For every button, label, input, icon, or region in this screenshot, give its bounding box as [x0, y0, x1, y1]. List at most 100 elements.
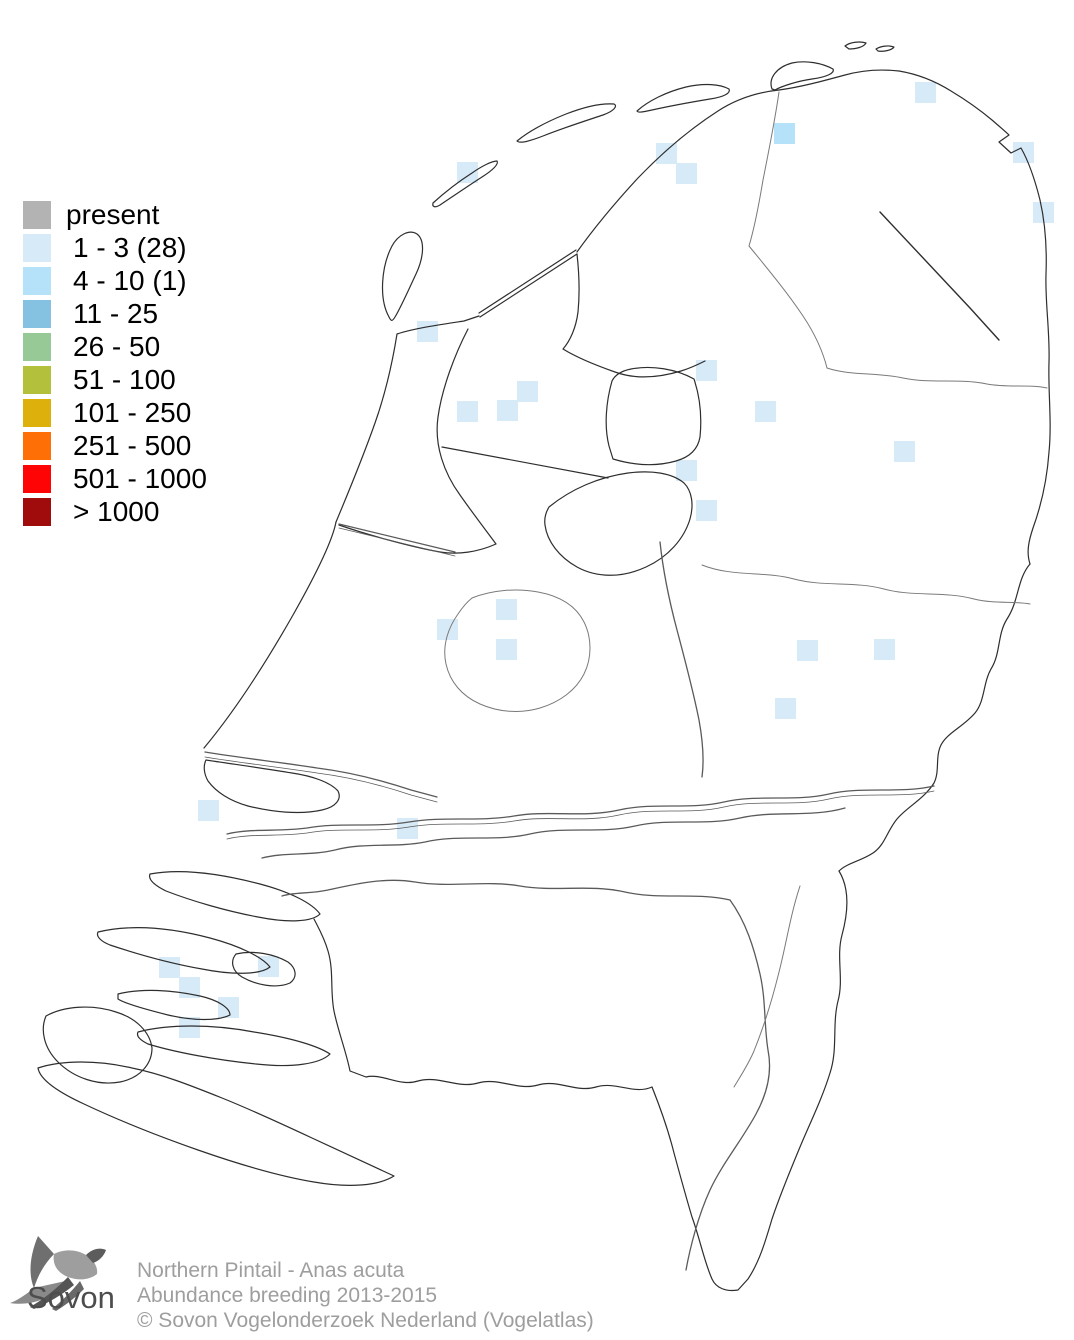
legend-item: 251 - 500 [23, 432, 207, 460]
legend-label: 11 - 25 [73, 298, 159, 329]
abundance-cell [696, 500, 717, 521]
legend-item: 51 - 100 [23, 366, 207, 394]
afsluitdijk [479, 253, 578, 318]
legend-label: > 1000 [73, 496, 160, 527]
limburg-outline [651, 870, 848, 1292]
legend-swatch [23, 234, 51, 262]
island-tholen [232, 951, 296, 987]
abundance-cell [517, 381, 538, 402]
border-groningen-drenthe [879, 211, 1000, 341]
footer-caption: Northern Pintail - Anas acuta Abundance … [137, 1258, 594, 1333]
legend-label: 4 - 10 (1) [73, 265, 187, 296]
legend-label: 501 - 1000 [73, 463, 207, 494]
legend-item: 4 - 10 (1) [23, 267, 207, 295]
legend-swatch [23, 498, 51, 526]
coast-friesland-north [576, 89, 780, 253]
abundance-cell [797, 640, 818, 661]
province-borders-group [444, 91, 1048, 1088]
legend-item: present [23, 201, 207, 229]
island-schiermonnikoog [770, 61, 834, 91]
legend-item: > 1000 [23, 498, 207, 526]
island-noord-beveland [117, 989, 231, 1021]
abundance-cell [1033, 202, 1054, 223]
map-title: Northern Pintail - Anas acuta [137, 1259, 405, 1282]
island-terschelling [516, 103, 617, 143]
nieuwe-waterweg [204, 756, 438, 803]
flevopolder [544, 471, 693, 576]
legend: present 1 - 3 (28) 4 - 10 (1) 11 - 25 26 - 5… [23, 201, 207, 526]
abundance-cell [874, 639, 895, 660]
coast-friesland-south-shore [562, 253, 706, 378]
border-drenthe-overijssel [826, 367, 1048, 389]
ijsselmeer-west-shore [338, 328, 497, 554]
legend-item: 1 - 3 (28) [23, 234, 207, 262]
legend-swatch [23, 366, 51, 394]
coast-northholland [335, 315, 480, 523]
river-maas-limburg [685, 899, 771, 1271]
zeeuws-vlaanderen [37, 1061, 395, 1186]
legend-label: present [66, 199, 160, 230]
map-copyright: © Sovon Vogelonderzoek Nederland (Vogela… [137, 1309, 594, 1332]
noordoostpolder [605, 366, 702, 466]
island-ameland [636, 83, 730, 113]
border-friesland-groningen [748, 91, 780, 247]
legend-item: 11 - 25 [23, 300, 207, 328]
legend-swatch [23, 432, 51, 460]
island-texel [381, 231, 424, 321]
noordzeekanaal [338, 523, 456, 553]
island-zuid-beveland [136, 1025, 331, 1067]
island-walcheren [42, 1006, 153, 1084]
legend-item: 26 - 50 [23, 333, 207, 361]
legend-item: 501 - 1000 [23, 465, 207, 493]
sovon-logo-text: Sovon [27, 1280, 115, 1315]
legend-swatch [23, 333, 51, 361]
island-voorne-putten [203, 759, 340, 814]
coast-west [203, 521, 337, 749]
legend-label: 26 - 50 [73, 331, 161, 362]
river-ijssel [659, 541, 704, 778]
legend-swatch [23, 267, 51, 295]
map-subtitle: Abundance breeding 2013-2015 [137, 1284, 438, 1307]
border-friesland-drenthe [748, 245, 828, 369]
coast-groningen-east-border [778, 69, 1051, 565]
river-rijn-lek [226, 785, 935, 835]
nieuwe-waterweg [204, 751, 438, 798]
legend-label: 1 - 3 (28) [73, 232, 187, 263]
border-east [838, 563, 1031, 872]
border-brabant-limburg [733, 885, 801, 1088]
abundance-cell [179, 1017, 200, 1038]
abundance-squares-layer [159, 82, 1054, 1038]
islet [875, 45, 895, 52]
legend-swatch [23, 201, 51, 229]
abundance-cell [496, 599, 517, 620]
border-brabant-south [313, 918, 653, 1091]
abundance-cell [676, 460, 697, 481]
abundance-cell [159, 957, 180, 978]
abundance-cell [755, 401, 776, 422]
abundance-cell [496, 639, 517, 660]
abundance-cell [457, 162, 478, 183]
river-rijn-lek [226, 790, 935, 840]
river-maas-west [281, 879, 731, 901]
houtribdijk [441, 446, 609, 479]
legend-label: 101 - 250 [73, 397, 192, 428]
island-vlieland [432, 160, 498, 208]
islet [844, 41, 867, 50]
abundance-cell [656, 143, 677, 164]
sovon-logo-bird-icon [10, 1236, 106, 1311]
abundance-cell [775, 698, 796, 719]
afsluitdijk [478, 249, 577, 314]
legend-label: 51 - 100 [73, 364, 176, 395]
abundance-cell [218, 997, 239, 1018]
river-waal [261, 807, 846, 859]
abundance-cell [696, 360, 717, 381]
legend-swatch [23, 300, 51, 328]
legend-swatch [23, 465, 51, 493]
abundance-cell [437, 619, 458, 640]
border-overijssel-gelderland [701, 564, 1031, 605]
island-goeree [149, 871, 321, 922]
island-schouwen [96, 927, 271, 974]
abundance-cell [915, 82, 936, 103]
